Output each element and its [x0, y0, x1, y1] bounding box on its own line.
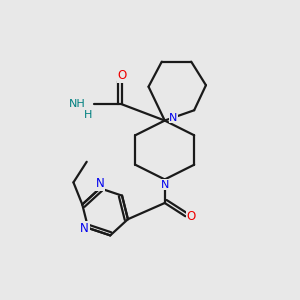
Text: H: H — [84, 110, 92, 120]
Text: N: N — [96, 177, 104, 190]
Text: O: O — [187, 210, 196, 223]
Text: O: O — [117, 69, 127, 82]
Text: NH: NH — [68, 99, 85, 110]
Text: N: N — [169, 112, 178, 123]
Text: N: N — [160, 180, 169, 190]
Text: N: N — [80, 221, 89, 235]
